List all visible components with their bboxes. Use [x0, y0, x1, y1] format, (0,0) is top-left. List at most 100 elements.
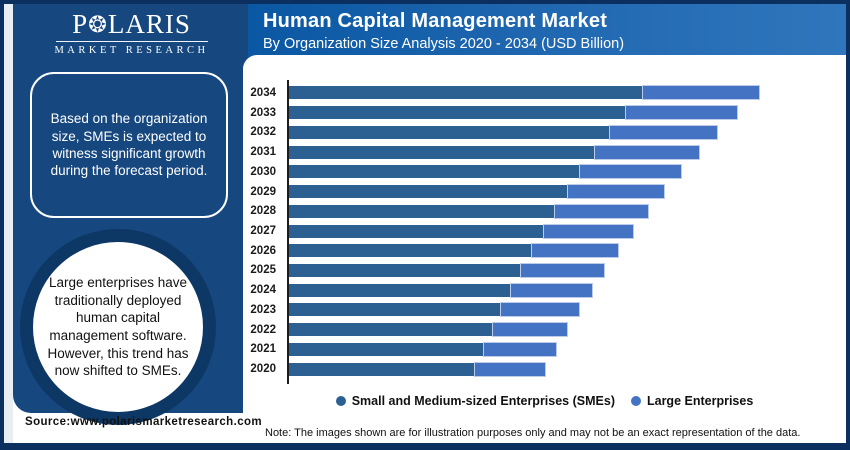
chart-row: 2024 — [243, 280, 846, 300]
chart-row: 2030 — [243, 162, 846, 182]
large-enterprise-bar-segment — [594, 144, 700, 160]
sme-bar-segment — [287, 283, 510, 297]
chart-row: 2027 — [243, 221, 846, 241]
chart-legend: Small and Medium-sized Enterprises (SMEs… — [243, 394, 846, 408]
bar-stack — [287, 302, 580, 318]
chart-row: 2025 — [243, 261, 846, 281]
large-enterprise-bar-segment — [474, 361, 546, 377]
chart-row: 2026 — [243, 241, 846, 261]
large-enterprise-bar-segment — [531, 243, 619, 259]
legend-dot-icon — [335, 396, 346, 406]
footer-source: Source:www.polarismarketresearch.com — [25, 416, 263, 428]
sidebar: P❂LARIS MARKET RESEARCH Based on the org… — [13, 4, 250, 425]
bar-stack — [287, 184, 665, 200]
sme-bar-segment — [287, 165, 579, 179]
bar-stack — [287, 203, 649, 219]
chart-row: 2032 — [243, 122, 846, 142]
chart-row: 2033 — [243, 103, 846, 123]
chart-row: 2023 — [243, 300, 846, 320]
legend-item: Small and Medium-sized Enterprises (SMEs… — [335, 394, 615, 408]
sme-bar-segment — [287, 145, 594, 159]
polaris-logo: P❂LARIS MARKET RESEARCH — [47, 10, 217, 56]
bar-stack — [287, 223, 634, 239]
year-label: 2020 — [250, 363, 276, 376]
sme-bar-segment — [287, 125, 609, 139]
chart-row: 2034 — [243, 83, 846, 103]
year-label: 2022 — [250, 323, 276, 336]
sme-bar-segment — [287, 303, 500, 317]
legend-dot-icon — [630, 396, 641, 406]
callout-box: Based on the organization size, SMEs is … — [30, 72, 228, 218]
year-label: 2032 — [250, 126, 276, 139]
year-label: 2021 — [250, 343, 276, 356]
large-enterprise-bar-segment — [642, 85, 760, 101]
large-enterprise-bar-segment — [483, 341, 557, 357]
year-label: 2023 — [250, 303, 276, 316]
compass-star-icon: ❂ — [88, 12, 108, 38]
year-label: 2034 — [250, 86, 276, 99]
bar-stack — [287, 322, 568, 338]
bar-stack — [287, 341, 557, 357]
year-label: 2025 — [250, 264, 276, 277]
y-axis-line — [287, 80, 289, 384]
year-label: 2030 — [250, 165, 276, 178]
chart-row: 2031 — [243, 142, 846, 162]
large-enterprise-bar-segment — [554, 203, 649, 219]
bar-stack — [287, 164, 682, 180]
sme-bar-segment — [287, 185, 567, 199]
sme-bar-segment — [287, 342, 483, 356]
bar-stack — [287, 262, 605, 278]
chart-row: 2028 — [243, 201, 846, 221]
chart-row: 2022 — [243, 320, 846, 340]
large-enterprise-bar-segment — [510, 282, 593, 298]
chart-plot: 2034 2033 2032 2031 2030 2029 2028 2027 2026 2025… — [243, 80, 846, 384]
bar-stack — [287, 124, 718, 140]
large-enterprise-bar-segment — [520, 262, 605, 278]
large-enterprise-bar-segment — [543, 223, 634, 239]
page-title: Human Capital Management Market — [263, 10, 608, 32]
sme-bar-segment — [287, 323, 492, 337]
legend-item: Large Enterprises — [630, 394, 754, 408]
large-enterprise-bar-segment — [609, 124, 718, 140]
chart-row: 2029 — [243, 182, 846, 202]
sme-bar-segment — [287, 86, 642, 100]
large-enterprise-bar-segment — [492, 322, 568, 338]
sme-bar-segment — [287, 224, 543, 238]
large-enterprise-bar-segment — [500, 302, 580, 318]
year-label: 2033 — [250, 106, 276, 119]
left-accent-strip — [4, 4, 13, 443]
bar-stack — [287, 361, 546, 377]
bar-stack — [287, 105, 738, 121]
logo-subtitle: MARKET RESEARCH — [54, 44, 209, 56]
chart-panel: 2034 2033 2032 2031 2030 2029 2028 2027 2026 2025… — [243, 55, 846, 443]
content-canvas: P❂LARIS MARKET RESEARCH Based on the org… — [4, 4, 846, 443]
year-label: 2029 — [250, 185, 276, 198]
legend-label: Small and Medium-sized Enterprises (SMEs… — [351, 394, 615, 408]
year-label: 2026 — [250, 244, 276, 257]
sme-bar-segment — [287, 106, 625, 120]
bar-stack — [287, 144, 700, 160]
callout-box-text: Based on the organization size, SMEs is … — [50, 111, 208, 179]
large-enterprise-bar-segment — [579, 164, 682, 180]
large-enterprise-bar-segment — [625, 105, 738, 121]
large-enterprise-bar-segment — [567, 184, 665, 200]
logo-word-end: LARIS — [107, 9, 191, 39]
sme-bar-segment — [287, 263, 520, 277]
page-subtitle: By Organization Size Analysis 2020 - 203… — [263, 36, 625, 52]
callout-circle-text: Large enterprises have traditionally dep… — [47, 275, 189, 379]
year-label: 2031 — [250, 146, 276, 159]
year-label: 2027 — [250, 225, 276, 237]
year-label: 2028 — [250, 205, 276, 218]
sme-bar-segment — [287, 204, 554, 218]
legend-label: Large Enterprises — [646, 394, 754, 408]
callout-circle: Large enterprises have traditionally dep… — [20, 229, 216, 425]
logo-wordmark: P❂LARIS — [47, 10, 217, 39]
sme-bar-segment — [287, 244, 531, 258]
logo-divider — [55, 40, 208, 42]
bar-stack — [287, 282, 593, 298]
bar-stack — [287, 85, 760, 101]
bar-stack — [287, 243, 619, 259]
year-label: 2024 — [250, 284, 276, 297]
sme-bar-segment — [287, 362, 474, 376]
